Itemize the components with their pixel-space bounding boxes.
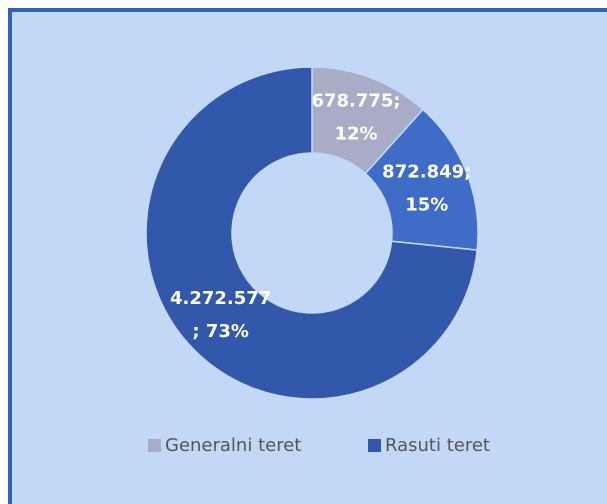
data-label-line: ; 73% — [192, 321, 249, 342]
data-label-line: 4.272.577 — [170, 288, 271, 309]
legend-label: Generalni teret — [165, 435, 301, 456]
data-label: 678.775; 12% — [311, 91, 400, 145]
data-label: 872.849; 15% — [382, 161, 471, 215]
legend-label: Rasuti teret — [385, 435, 490, 456]
donut-slice — [145, 66, 478, 400]
legend-swatch — [148, 439, 161, 452]
data-label-line: 12% — [334, 124, 377, 145]
data-label-line: 15% — [405, 194, 448, 215]
data-label-line: 678.775; — [311, 91, 400, 112]
legend-swatch — [368, 439, 381, 452]
data-label: 4.272.577 ; 73% — [170, 288, 271, 342]
data-label-line: 872.849; — [382, 161, 471, 182]
